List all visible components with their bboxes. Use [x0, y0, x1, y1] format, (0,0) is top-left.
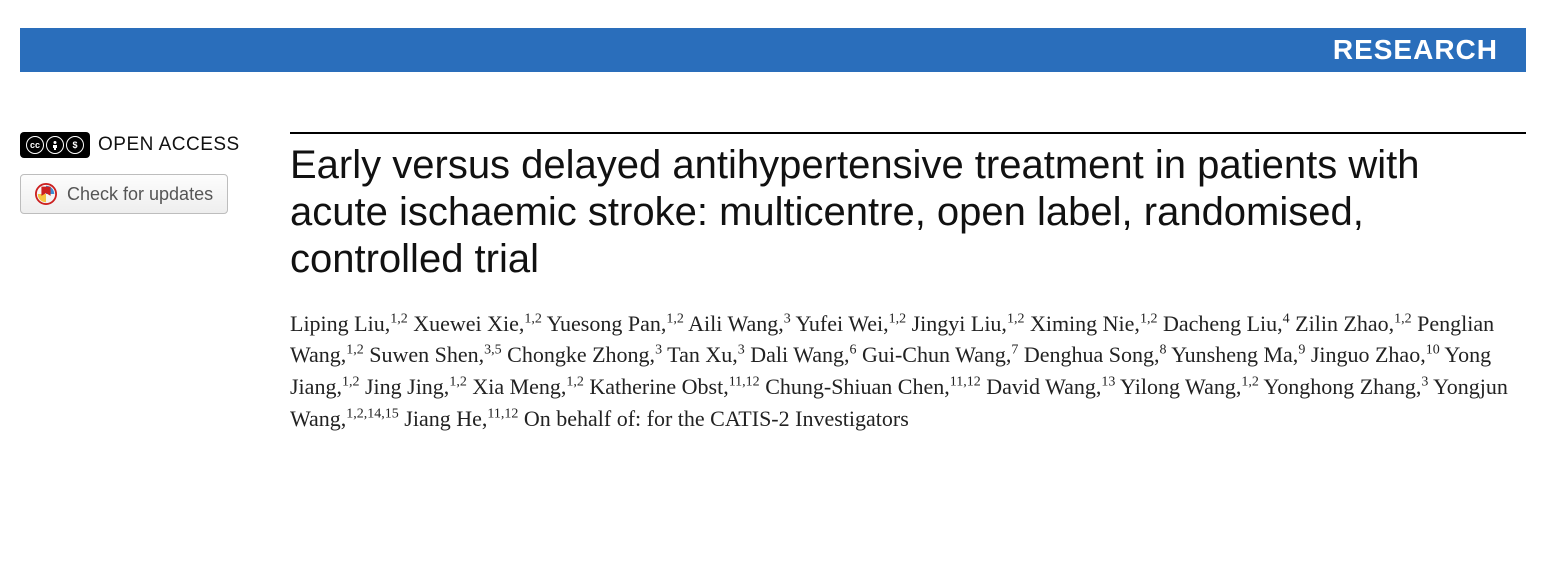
banner-label: RESEARCH [1333, 34, 1498, 65]
article-title: Early versus delayed antihypertensive tr… [290, 142, 1526, 284]
by-icon [46, 136, 64, 154]
main-region: cc $ OPEN ACCESS Check for updates Early… [0, 132, 1546, 465]
open-access-row: cc $ OPEN ACCESS [20, 132, 270, 158]
cc-license-icon: cc $ [20, 132, 90, 158]
article-content: Early versus delayed antihypertensive tr… [290, 132, 1526, 435]
nc-icon: $ [66, 136, 84, 154]
sidebar: cc $ OPEN ACCESS Check for updates [20, 132, 290, 435]
research-banner: RESEARCH [20, 28, 1526, 72]
open-access-label: OPEN ACCESS [98, 134, 240, 156]
check-updates-label: Check for updates [67, 184, 213, 205]
cc-icon: cc [26, 136, 44, 154]
check-updates-button[interactable]: Check for updates [20, 174, 228, 214]
crossmark-icon [35, 183, 57, 205]
author-list: Liping Liu,1,2 Xuewei Xie,1,2 Yuesong Pa… [290, 308, 1526, 436]
